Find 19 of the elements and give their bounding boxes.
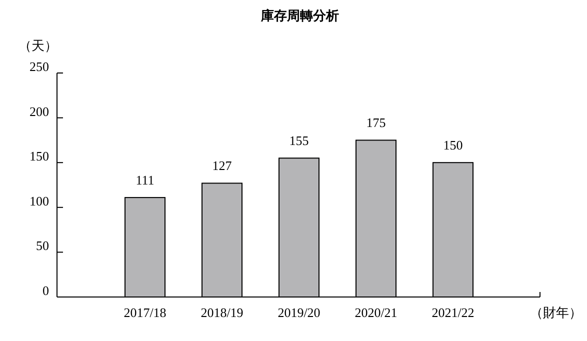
ytick: 100 bbox=[30, 193, 49, 208]
xtick: 2021/22 bbox=[432, 305, 474, 320]
data-label: 155 bbox=[289, 133, 309, 148]
xtick: 2019/20 bbox=[278, 305, 320, 320]
title: 庫存周轉分析 bbox=[261, 8, 339, 23]
data-label: 175 bbox=[366, 115, 386, 130]
xtick: 2020/21 bbox=[354, 305, 398, 320]
xtick: 2017/18 bbox=[124, 305, 166, 320]
data-label: 150 bbox=[443, 138, 463, 153]
xtick: 2018/19 bbox=[200, 305, 244, 320]
xlabel: （財年） bbox=[530, 305, 582, 320]
ylabel: （天） bbox=[18, 38, 58, 53]
ytick: 150 bbox=[30, 148, 49, 164]
ytick: 0 bbox=[42, 283, 49, 298]
ytick: 200 bbox=[30, 104, 49, 119]
ytick: 50 bbox=[36, 238, 49, 254]
data-label: 111 bbox=[136, 172, 154, 188]
ytick: 250 bbox=[30, 59, 49, 74]
data-label: 127 bbox=[212, 158, 232, 174]
